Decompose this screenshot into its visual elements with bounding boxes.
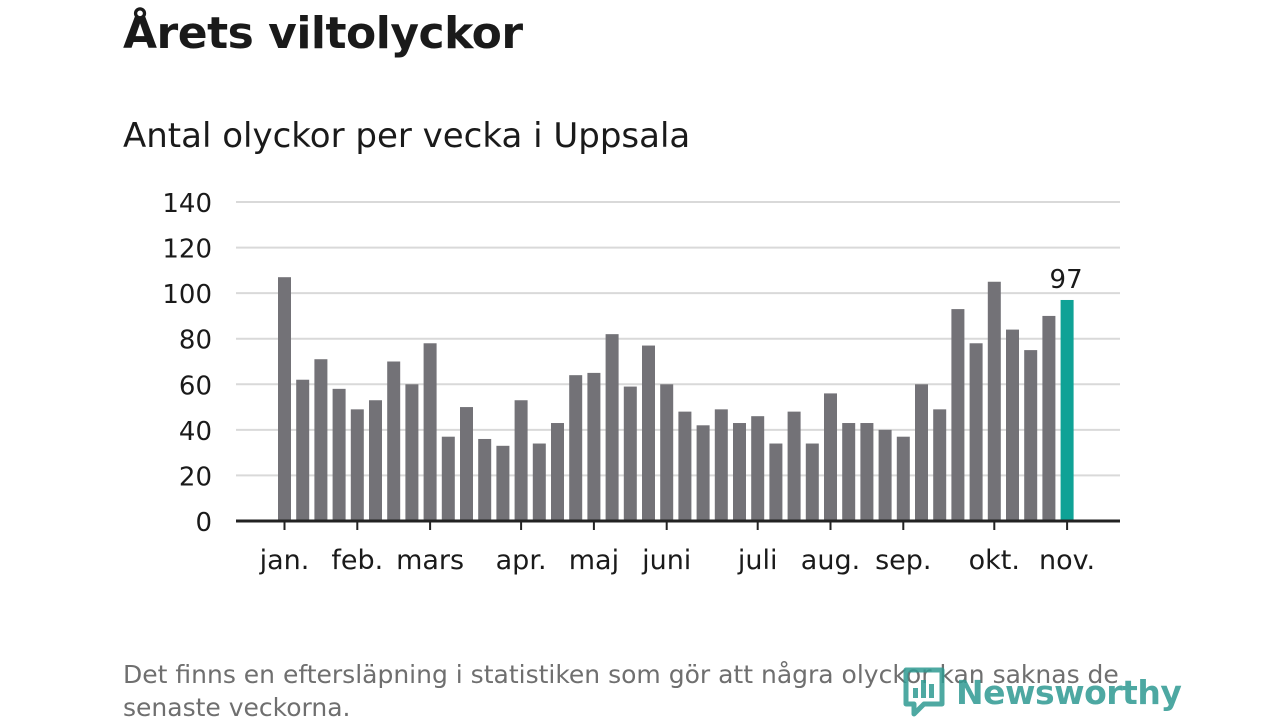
x-tick-label: apr. [496,545,547,576]
y-tick-label: 0 [195,508,212,538]
bar [751,416,765,521]
x-tick-label: juli [737,545,778,576]
x-tick-label: nov. [1039,545,1095,576]
bar [787,411,801,521]
newsworthy-logo-icon [903,667,945,717]
bar [569,375,583,521]
y-tick-label: 80 [179,326,212,356]
bar [878,429,892,521]
bar [951,309,965,521]
bar [460,407,473,521]
y-tick-label: 100 [162,280,212,310]
bar [551,423,564,521]
bar [478,438,492,521]
y-tick-label: 60 [179,371,212,401]
bar [1042,315,1056,521]
bar [915,384,928,521]
x-tick-label: jan. [259,545,310,576]
bar [1006,329,1019,521]
y-tick-label: 120 [162,235,212,265]
bar [660,384,674,521]
bar [278,277,291,521]
y-tick-label: 20 [179,462,212,492]
bar [714,409,728,521]
bar [369,400,382,521]
x-tick-label: mars [396,545,464,576]
y-axis-ticks: 0 20 40 60 80 100 120 140 [162,189,212,538]
x-axis [236,519,1120,530]
bar [296,379,310,521]
highlight-bar [1060,299,1074,521]
x-tick-label: aug. [801,545,860,576]
bar [896,436,910,521]
x-axis-labels: jan. feb. mars apr. maj juni juli aug. sep. okt. n… [259,545,1096,576]
chart-title: Årets viltolyckor [123,8,523,59]
brand-logo[interactable]: Newsworthy [902,664,1182,720]
bar [496,445,510,521]
bar [314,359,328,521]
bar [587,372,601,521]
brand-name: Newsworthy [956,672,1182,712]
bar [405,384,419,521]
chart-subtitle: Antal olyckor per vecka i Uppsala [123,116,691,156]
bars [278,277,1074,521]
bar [969,343,983,521]
bar [532,443,546,521]
bar [805,443,819,521]
bar [332,388,346,521]
bar [842,423,856,521]
bar [423,343,437,521]
bar [441,436,455,521]
x-tick-label: okt. [969,545,1020,576]
bar [642,345,655,521]
bar [1024,350,1038,521]
grid-lines [236,201,1120,477]
bar [987,281,1001,521]
x-tick-label: juni [641,545,691,576]
bar [387,361,401,521]
bar [514,400,528,521]
bar [696,425,710,521]
bar [678,411,692,521]
x-tick-label: feb. [331,545,383,576]
data-label: 97 [1050,265,1083,295]
bar [623,386,637,521]
bar [769,443,783,521]
x-tick-label: maj [569,545,619,576]
bar [933,409,947,521]
annotations: 97 [1050,265,1083,295]
x-tick-label: sep. [875,545,931,576]
footnote: Det finns en eftersläpning i statistiken… [123,660,1119,720]
y-tick-label: 140 [162,189,212,219]
y-tick-label: 40 [179,417,212,447]
bar [605,334,619,521]
bar [350,409,364,521]
bar [733,423,746,521]
bar [860,423,874,521]
bar [824,393,837,521]
